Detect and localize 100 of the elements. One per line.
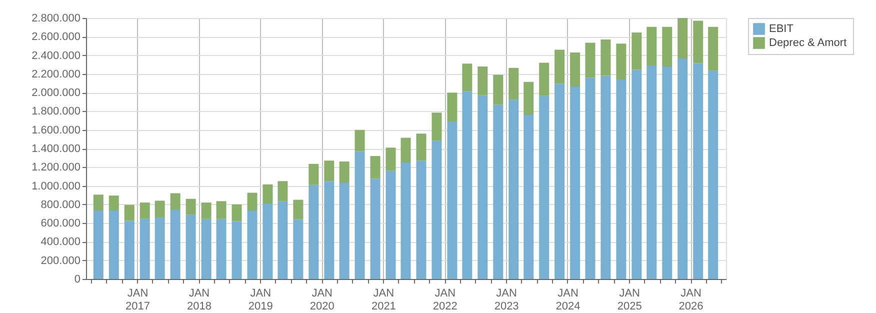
bar <box>154 217 165 279</box>
bar <box>140 218 150 279</box>
legend-label: Deprec & Amort <box>769 37 847 49</box>
bar <box>293 219 304 279</box>
bar <box>232 204 242 222</box>
bar <box>201 218 212 279</box>
bar <box>93 210 104 279</box>
bar <box>400 162 411 279</box>
x-tick-label: JAN 2017 <box>126 288 150 312</box>
bar <box>600 76 611 279</box>
y-tick-label: 800.000 <box>40 198 80 211</box>
bar <box>708 70 718 279</box>
bar <box>708 26 718 71</box>
x-tick-label: JAN 2026 <box>678 288 704 312</box>
bar <box>324 181 334 279</box>
bar <box>216 201 226 219</box>
bar <box>616 80 626 279</box>
bar <box>662 66 672 279</box>
bar <box>478 95 488 279</box>
bar <box>585 78 596 279</box>
bar <box>232 221 242 279</box>
y-tick-label: 200.000 <box>40 254 80 267</box>
bar <box>447 121 458 279</box>
y-tick-label: 1.200.000 <box>32 162 80 174</box>
bar <box>247 192 258 210</box>
bar <box>124 204 134 221</box>
y-tick-label: 2.600.000 <box>32 31 80 44</box>
bar <box>170 193 180 210</box>
bar <box>154 200 165 218</box>
x-tick-label: JAN 2019 <box>248 288 273 312</box>
bar <box>478 66 488 96</box>
bar <box>524 82 534 114</box>
bar <box>600 39 611 76</box>
y-tick-label: 0 <box>74 274 80 286</box>
x-tick-label: JAN 2024 <box>556 288 580 312</box>
bar <box>124 220 134 279</box>
bar <box>354 151 365 279</box>
bar <box>539 62 550 96</box>
bar <box>632 70 642 279</box>
y-tick-label: 1.000.000 <box>32 180 80 192</box>
bar <box>493 104 504 279</box>
y-tick-label: 2.800.000 <box>32 12 80 24</box>
bar <box>186 198 196 215</box>
bar <box>539 96 550 279</box>
bar <box>646 66 657 279</box>
bar <box>339 182 350 279</box>
x-tick-label: JAN 2021 <box>371 288 396 312</box>
bar <box>354 130 365 152</box>
bar <box>508 100 519 279</box>
bar <box>108 196 119 210</box>
y-tick-label: 1.400.000 <box>32 143 80 155</box>
bar <box>585 42 596 78</box>
bar <box>339 162 350 183</box>
x-tick-label: JAN 2022 <box>432 288 458 312</box>
bar <box>140 202 150 219</box>
bar <box>201 202 212 219</box>
bar <box>370 178 380 279</box>
legend-label: EBIT <box>769 23 794 35</box>
bar <box>662 26 672 66</box>
bar <box>324 160 334 182</box>
bar <box>186 214 196 279</box>
bar <box>632 32 642 70</box>
bar <box>308 164 319 185</box>
y-tick-label: 2.400.000 <box>32 50 80 62</box>
bar <box>400 138 411 162</box>
bar <box>293 200 304 220</box>
bar <box>646 26 657 66</box>
bar <box>278 181 288 202</box>
bar <box>570 52 580 87</box>
bar <box>416 160 426 279</box>
bar <box>278 201 288 279</box>
bar <box>447 92 458 122</box>
bar <box>570 86 580 279</box>
bar <box>170 210 180 279</box>
bar <box>432 140 442 279</box>
x-tick-label: JAN 2018 <box>186 288 212 312</box>
bar <box>370 156 380 179</box>
bar <box>416 134 426 161</box>
bar <box>693 20 704 64</box>
y-tick-label: 600.000 <box>40 218 80 230</box>
bar <box>678 18 688 59</box>
y-tick-label: 2.200.000 <box>32 68 80 80</box>
y-tick-label: 2.000.000 <box>32 87 80 100</box>
bar <box>108 210 119 279</box>
x-tick-label: JAN 2025 <box>617 288 642 312</box>
bar <box>678 58 688 279</box>
bar <box>432 112 442 141</box>
bar <box>262 184 273 204</box>
bar <box>386 170 396 279</box>
bar <box>693 63 704 279</box>
y-tick-label: 1.800.000 <box>32 106 80 118</box>
y-tick-label: 1.600.000 <box>32 124 80 136</box>
bar <box>386 148 396 171</box>
x-tick-label: JAN 2023 <box>494 288 519 312</box>
bar <box>462 91 472 279</box>
bar <box>247 210 258 279</box>
y-tick-label: 400.000 <box>40 236 80 248</box>
bar <box>93 194 104 210</box>
bar <box>508 68 519 100</box>
bar <box>462 64 472 92</box>
